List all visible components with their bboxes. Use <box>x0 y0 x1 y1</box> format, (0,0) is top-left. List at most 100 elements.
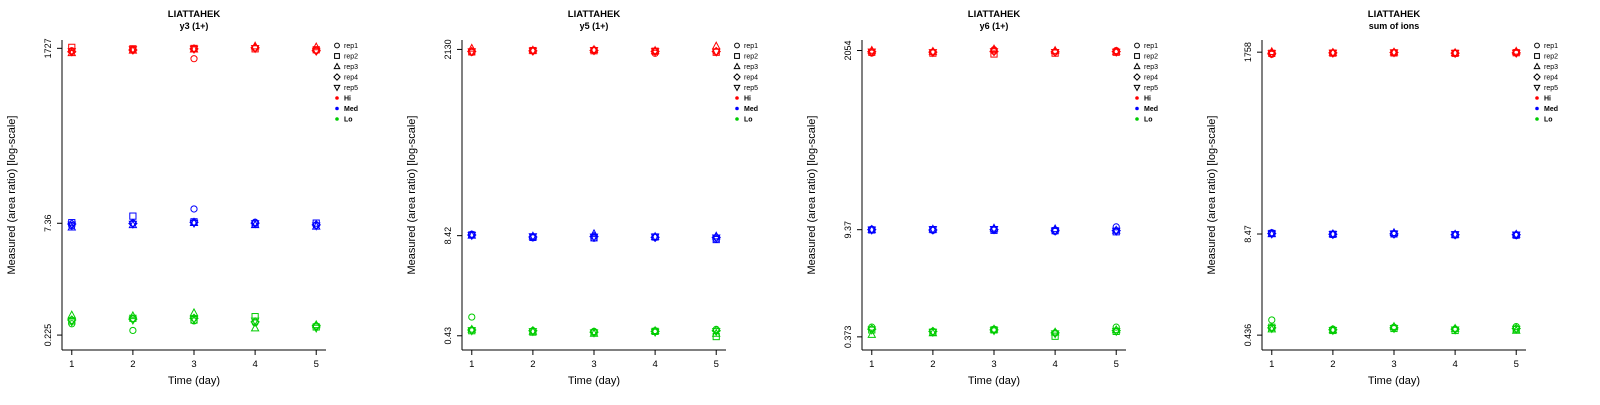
x-tick-label: 4 <box>1452 359 1457 370</box>
chart-panel-y5: LIATTAHEK y5 (1+) 1 2 3 4 5 0.43 8.42 2130 Time (d… <box>400 0 800 400</box>
x-tick-label: 1 <box>69 359 74 370</box>
rep2-legend-icon <box>734 53 740 59</box>
y-tick-label: 8.47 <box>1243 225 1253 243</box>
data-point-hi-rep2 <box>68 43 76 51</box>
x-tick-label: 3 <box>191 359 196 370</box>
data-point-hi-rep5 <box>128 46 138 55</box>
lo-legend-icon <box>335 117 339 121</box>
y-axis-title: Measured (area ratio) [log-scale] <box>6 116 18 275</box>
x-tick-label: 2 <box>130 359 135 370</box>
data-point-lo-rep3 <box>650 325 660 334</box>
chart-subtitle: y6 (1+) <box>980 21 1009 31</box>
legend-label-lo: Lo <box>1144 117 1153 124</box>
legend-label-lo: Lo <box>344 117 353 124</box>
data-point-lo-rep2 <box>990 326 998 334</box>
y-tick-label: 2054 <box>843 41 853 61</box>
med-legend-icon <box>335 106 339 111</box>
data-point-hi-rep3 <box>589 44 599 53</box>
data-point-lo-rep3 <box>1111 324 1121 334</box>
data-point-hi-rep5 <box>189 45 199 54</box>
chart-title: LIATTAHEK <box>1368 9 1421 20</box>
data-point-lo-rep1 <box>129 326 137 335</box>
rep2-legend-icon <box>1134 53 1140 59</box>
data-point-lo-rep5 <box>989 327 999 336</box>
data-point-lo-rep3 <box>250 323 260 332</box>
x-tick-label: 5 <box>1114 359 1119 370</box>
data-point-lo-rep1 <box>1112 323 1120 331</box>
data-point-hi-rep5 <box>1267 50 1277 59</box>
data-point-lo-rep5 <box>928 328 938 338</box>
data-point-lo-rep3 <box>467 324 477 333</box>
data-point-med-rep5 <box>528 233 538 242</box>
med-legend-icon <box>1135 106 1139 111</box>
data-point-hi-rep2 <box>990 50 998 58</box>
legend-label-rep3: rep3 <box>344 64 358 71</box>
data-point-lo-rep3 <box>1050 327 1060 336</box>
x-tick-label: 4 <box>252 359 257 370</box>
rep4-legend-icon <box>1533 73 1541 81</box>
rep5-legend-icon <box>733 84 741 92</box>
y-tick-label: 0.373 <box>843 326 853 349</box>
data-point-hi-rep1 <box>190 55 198 63</box>
y-tick-label: 0.225 <box>43 324 53 347</box>
rep5-legend-icon <box>1533 84 1541 92</box>
legend-label-rep4: rep4 <box>1144 75 1158 82</box>
x-tick-label: 5 <box>1514 359 1519 370</box>
data-point-med-rep5 <box>1328 231 1338 240</box>
lo-legend-icon <box>1535 117 1539 121</box>
data-point-hi-rep3 <box>467 43 477 52</box>
legend-label-rep2: rep2 <box>1144 54 1158 61</box>
x-tick-label: 1 <box>469 359 474 370</box>
hi-legend-icon <box>735 96 739 100</box>
data-point-med-rep3 <box>467 230 477 239</box>
y-tick-label: 8.42 <box>443 227 453 245</box>
x-axis-title: Time (day) <box>968 375 1020 387</box>
med-legend-icon <box>735 106 739 111</box>
data-point-lo-rep3 <box>1450 323 1460 332</box>
data-point-hi-rep3 <box>528 45 538 54</box>
data-point-lo-rep5 <box>189 315 199 325</box>
data-point-lo-rep2 <box>251 313 259 321</box>
rep1-legend-icon <box>1534 42 1540 49</box>
data-point-med-rep1 <box>190 205 198 213</box>
data-point-med-rep3 <box>1267 228 1277 238</box>
data-point-med-rep5 <box>67 221 77 230</box>
y-tick-label: 1758 <box>1243 42 1253 62</box>
data-point-lo-rep5 <box>1450 326 1460 335</box>
lo-legend-icon <box>1135 117 1139 121</box>
y-tick-label: 2130 <box>443 39 453 59</box>
data-point-hi-rep5 <box>1450 49 1460 59</box>
data-point-med-rep5 <box>189 219 199 229</box>
data-point-lo-rep5 <box>650 328 660 338</box>
legend-label-rep4: rep4 <box>1544 75 1558 82</box>
data-point-hi-rep5 <box>589 47 599 56</box>
legend-label-med: Med <box>344 106 358 113</box>
legend-label-med: Med <box>1544 106 1558 113</box>
data-point-lo-rep5 <box>67 318 77 327</box>
data-point-med-rep3 <box>867 224 877 233</box>
legend-label-rep3: rep3 <box>1144 64 1158 71</box>
chart-title: LIATTAHEK <box>968 9 1021 20</box>
chart-panel-y6: LIATTAHEK y6 (1+) 1 2 3 4 5 0.373 9.37 2054 Time (… <box>800 0 1200 400</box>
x-tick-label: 3 <box>591 359 596 370</box>
data-point-med-rep3 <box>1450 229 1460 238</box>
legend-label-rep1: rep1 <box>344 43 358 50</box>
legend-label-hi: Hi <box>1144 96 1151 103</box>
data-point-hi-rep5 <box>250 45 260 54</box>
data-point-hi-rep5 <box>650 48 660 57</box>
data-point-lo-rep5 <box>467 327 477 336</box>
data-point-lo-rep5 <box>128 316 138 325</box>
data-point-hi-rep5 <box>1511 49 1521 59</box>
legend-label-rep4: rep4 <box>744 75 758 82</box>
data-point-lo-rep4 <box>311 321 321 331</box>
rep3-legend-icon <box>733 62 741 70</box>
hi-legend-icon <box>1135 96 1139 100</box>
hi-legend-icon <box>1535 96 1539 100</box>
chart-panel-sum: LIATTAHEK sum of ions 1 2 3 4 5 0.436 8.47 1758 Ti… <box>1200 0 1600 400</box>
rep2-legend-icon <box>1534 53 1540 59</box>
data-point-med-rep5 <box>1511 231 1521 240</box>
legend-label-med: Med <box>744 106 758 113</box>
